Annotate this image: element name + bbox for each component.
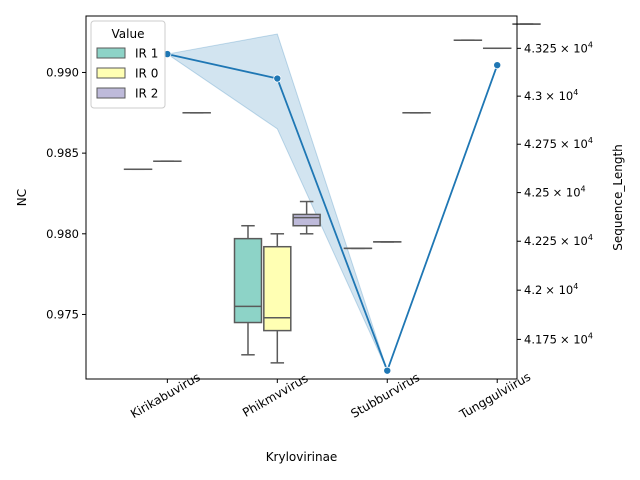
x-axis: Kirikabuvirus Phikmvvirus Stubburvirus Tung… (128, 370, 533, 422)
right-y-tick-mantissa: 4.175 (524, 332, 557, 346)
legend-swatch (96, 87, 126, 99)
right-y-tick-exponent: 4 (581, 185, 586, 194)
x-tick-label: Phikmvvirus (240, 371, 310, 420)
box-ir-1 (233, 224, 263, 356)
left-y-axis-label: NC (15, 189, 29, 206)
legend-label: IR 2 (135, 87, 158, 101)
right-y-tick-exponent: 4 (588, 136, 593, 145)
legend-swatch (96, 47, 126, 59)
right-y-tick-mantissa: 4.325 (524, 41, 557, 55)
legend-label: IR 0 (135, 67, 158, 81)
sequence-length-line (167, 53, 499, 374)
right-y-tick-base: × 10 (553, 186, 581, 200)
right-y-tick-exponent: 4 (573, 88, 578, 97)
right-y-tick-label: 4.175 × 104 (524, 331, 593, 346)
right-y-tick-exponent: 4 (588, 233, 593, 242)
right-y-tick-exponent: 4 (573, 282, 578, 291)
plot-frame (85, 15, 518, 380)
right-y-tick-mantissa: 4.275 (524, 137, 557, 151)
box-body (292, 213, 321, 227)
right-y-tick-label: 4.275 × 104 (524, 136, 593, 151)
right-y-tick-label: 4.225 × 104 (524, 233, 593, 248)
sequence-length-point (273, 74, 282, 83)
right-y-tick-label: 4.325 × 104 (524, 40, 593, 55)
left-y-tick-label: 0.975 (46, 307, 79, 321)
right-y-tick-label: 4.2 × 104 (524, 282, 578, 297)
box-body (263, 245, 292, 332)
right-y-tick-exponent: 4 (588, 40, 593, 49)
right-y-tick-mantissa: 4.25 (524, 186, 550, 200)
right-y-tick-mantissa: 4.3 (524, 89, 542, 103)
right-y-tick-exponent: 4 (588, 331, 593, 340)
left-y-tick-label: 0.985 (46, 146, 79, 160)
x-tick-label: Stubburvirus (348, 370, 422, 421)
legend-swatch (96, 67, 126, 79)
right-y-tick-base: × 10 (545, 89, 573, 103)
right-y-tick-label: 4.3 × 104 (524, 88, 578, 103)
right-y-tick-label: 4.25 × 104 (524, 185, 586, 200)
legend: Value IR 1 IR 0 IR 2 (90, 20, 166, 109)
right-y-tick-base: × 10 (560, 332, 588, 346)
x-tick-label: Tunggulviirus (456, 370, 533, 422)
box-plot-layer (123, 23, 541, 364)
left-y-axis: 0.975 0.980 0.985 0.990 (46, 65, 86, 321)
box-body (233, 237, 263, 324)
left-y-tick-label: 0.980 (46, 227, 79, 241)
left-y-tick-label: 0.990 (46, 65, 79, 79)
x-tick-label: Kirikabuvirus (128, 370, 203, 421)
right-y-axis-label: Sequence_Length (611, 144, 625, 251)
right-y-tick-base: × 10 (545, 283, 573, 297)
right-y-tick-base: × 10 (560, 41, 588, 55)
right-y-tick-mantissa: 4.2 (524, 283, 542, 297)
sequence-length-line-layer (163, 50, 502, 375)
sequence-length-point (383, 366, 392, 375)
legend-title: Value (112, 27, 145, 41)
box-ir-2 (292, 200, 321, 235)
legend-frame (90, 20, 166, 109)
box-ir-0 (263, 233, 292, 364)
legend-label: IR 1 (135, 47, 158, 61)
right-y-tick-mantissa: 4.225 (524, 234, 557, 248)
right-y-tick-base: × 10 (560, 234, 588, 248)
right-y-tick-base: × 10 (560, 137, 588, 151)
sequence-length-point (493, 61, 502, 70)
x-axis-label: Krylovirinae (266, 450, 338, 464)
